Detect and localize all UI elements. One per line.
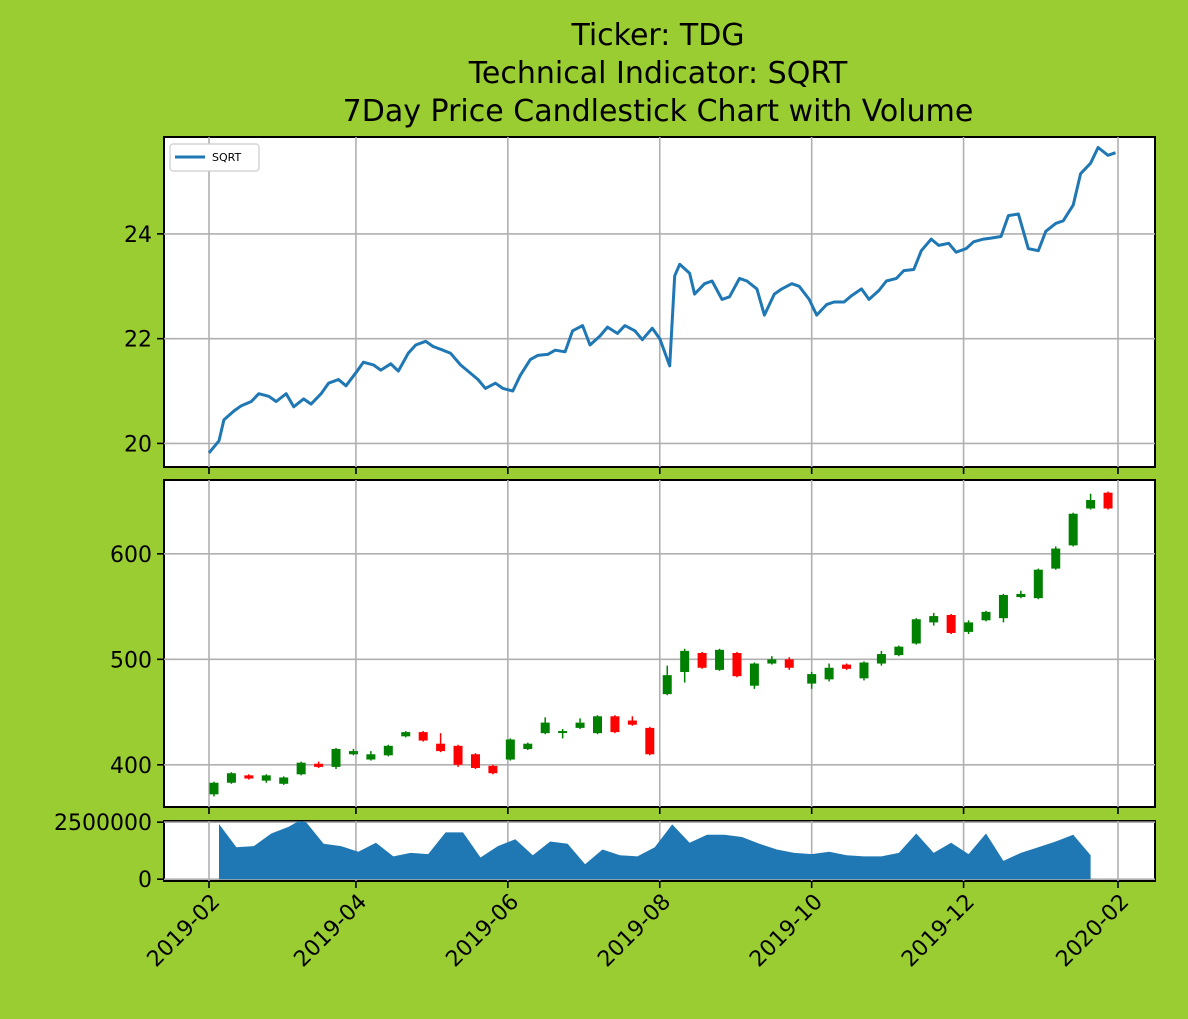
- candle-body: [1033, 569, 1043, 599]
- candle-body: [680, 650, 690, 672]
- sqrt-ytick-label: 20: [124, 432, 152, 457]
- candles-ytick-label: 500: [110, 648, 152, 673]
- candle-body: [401, 732, 411, 737]
- candle-body: [1051, 548, 1061, 569]
- candle-body: [331, 748, 341, 767]
- candle-body: [894, 646, 904, 656]
- volume-ytick-label: 2500000: [54, 811, 152, 836]
- candle-body: [1103, 492, 1113, 509]
- legend-label: SQRT: [212, 151, 241, 164]
- legend-box: [169, 143, 260, 172]
- volume-ytick-label: 0: [138, 868, 152, 893]
- candle-body: [627, 720, 637, 725]
- candle-body: [715, 649, 725, 670]
- candle-body: [1068, 513, 1078, 546]
- x-tick-label: 2019-12: [897, 890, 980, 973]
- candle-body: [749, 663, 759, 686]
- sqrt-series-line: [207, 146, 1116, 454]
- candle-body: [732, 652, 742, 677]
- candle-body: [1086, 500, 1096, 509]
- candle-body: [824, 667, 834, 680]
- candle-body: [662, 675, 672, 695]
- candle-body: [807, 674, 817, 684]
- candle-body: [998, 594, 1008, 619]
- candle-body: [209, 782, 219, 795]
- candle-body: [279, 777, 289, 784]
- candle-body: [593, 716, 603, 734]
- candle-body: [505, 739, 515, 760]
- candle-body: [540, 722, 550, 734]
- candle-body: [876, 654, 886, 664]
- candle-body: [488, 765, 498, 774]
- candle-body: [383, 745, 393, 756]
- sqrt-ytick-label: 22: [124, 328, 152, 353]
- x-tick-label: 2019-10: [745, 890, 828, 973]
- candle-body: [366, 754, 376, 760]
- x-tick-label: 2019-04: [290, 890, 373, 973]
- candle-body: [964, 622, 974, 632]
- candle-body: [1016, 593, 1026, 598]
- candle-body: [575, 722, 585, 728]
- candle-body: [981, 611, 991, 621]
- candle-body: [244, 775, 254, 779]
- candle-body: [697, 652, 707, 668]
- candle-body: [418, 732, 428, 741]
- candle-body: [645, 727, 655, 755]
- x-tick-label: 2019-02: [143, 890, 226, 973]
- chart-panels: 20 22 24 SQRT 400 500 600 0 2500000 2019-02 2019-0…: [54, 136, 1156, 973]
- candle-body: [859, 662, 869, 679]
- candle-body: [470, 754, 480, 768]
- candle-body: [453, 745, 463, 765]
- candles-panel: 400 500 600: [110, 479, 1156, 814]
- chart-title-line-2: Technical Indicator: SQRT: [468, 56, 848, 91]
- candle-body: [314, 763, 324, 767]
- candle-body: [946, 615, 956, 633]
- candle-body: [296, 762, 306, 775]
- x-tick-label: 2019-08: [593, 890, 676, 973]
- candle-body: [610, 716, 620, 733]
- x-tick-label: 2019-06: [441, 890, 524, 973]
- x-tick-label: 2020-02: [1052, 890, 1135, 973]
- legend: SQRT: [169, 143, 260, 172]
- candle-body: [348, 751, 358, 755]
- candle-body: [436, 743, 446, 752]
- chart-title-line-1: Ticker: TDG: [570, 18, 744, 53]
- candle-body: [842, 664, 852, 669]
- candle-body: [261, 775, 271, 781]
- sqrt-ytick-label: 24: [124, 223, 152, 248]
- candle-body: [911, 619, 921, 644]
- sqrt-panel: 20 22 24 SQRT: [124, 136, 1156, 474]
- volume-panel: 0 2500000: [54, 811, 1156, 893]
- candle-body: [226, 773, 236, 783]
- candles-ytick-label: 400: [110, 754, 152, 779]
- candle-body: [523, 743, 533, 749]
- candle-body: [558, 731, 568, 734]
- candles-ytick-label: 600: [110, 543, 152, 568]
- volume-area: [219, 821, 1091, 880]
- candle-body: [767, 659, 777, 664]
- chart-title-line-3: 7Day Price Candlestick Chart with Volume: [343, 94, 974, 129]
- candle-body: [784, 659, 794, 668]
- candle-body: [929, 616, 939, 623]
